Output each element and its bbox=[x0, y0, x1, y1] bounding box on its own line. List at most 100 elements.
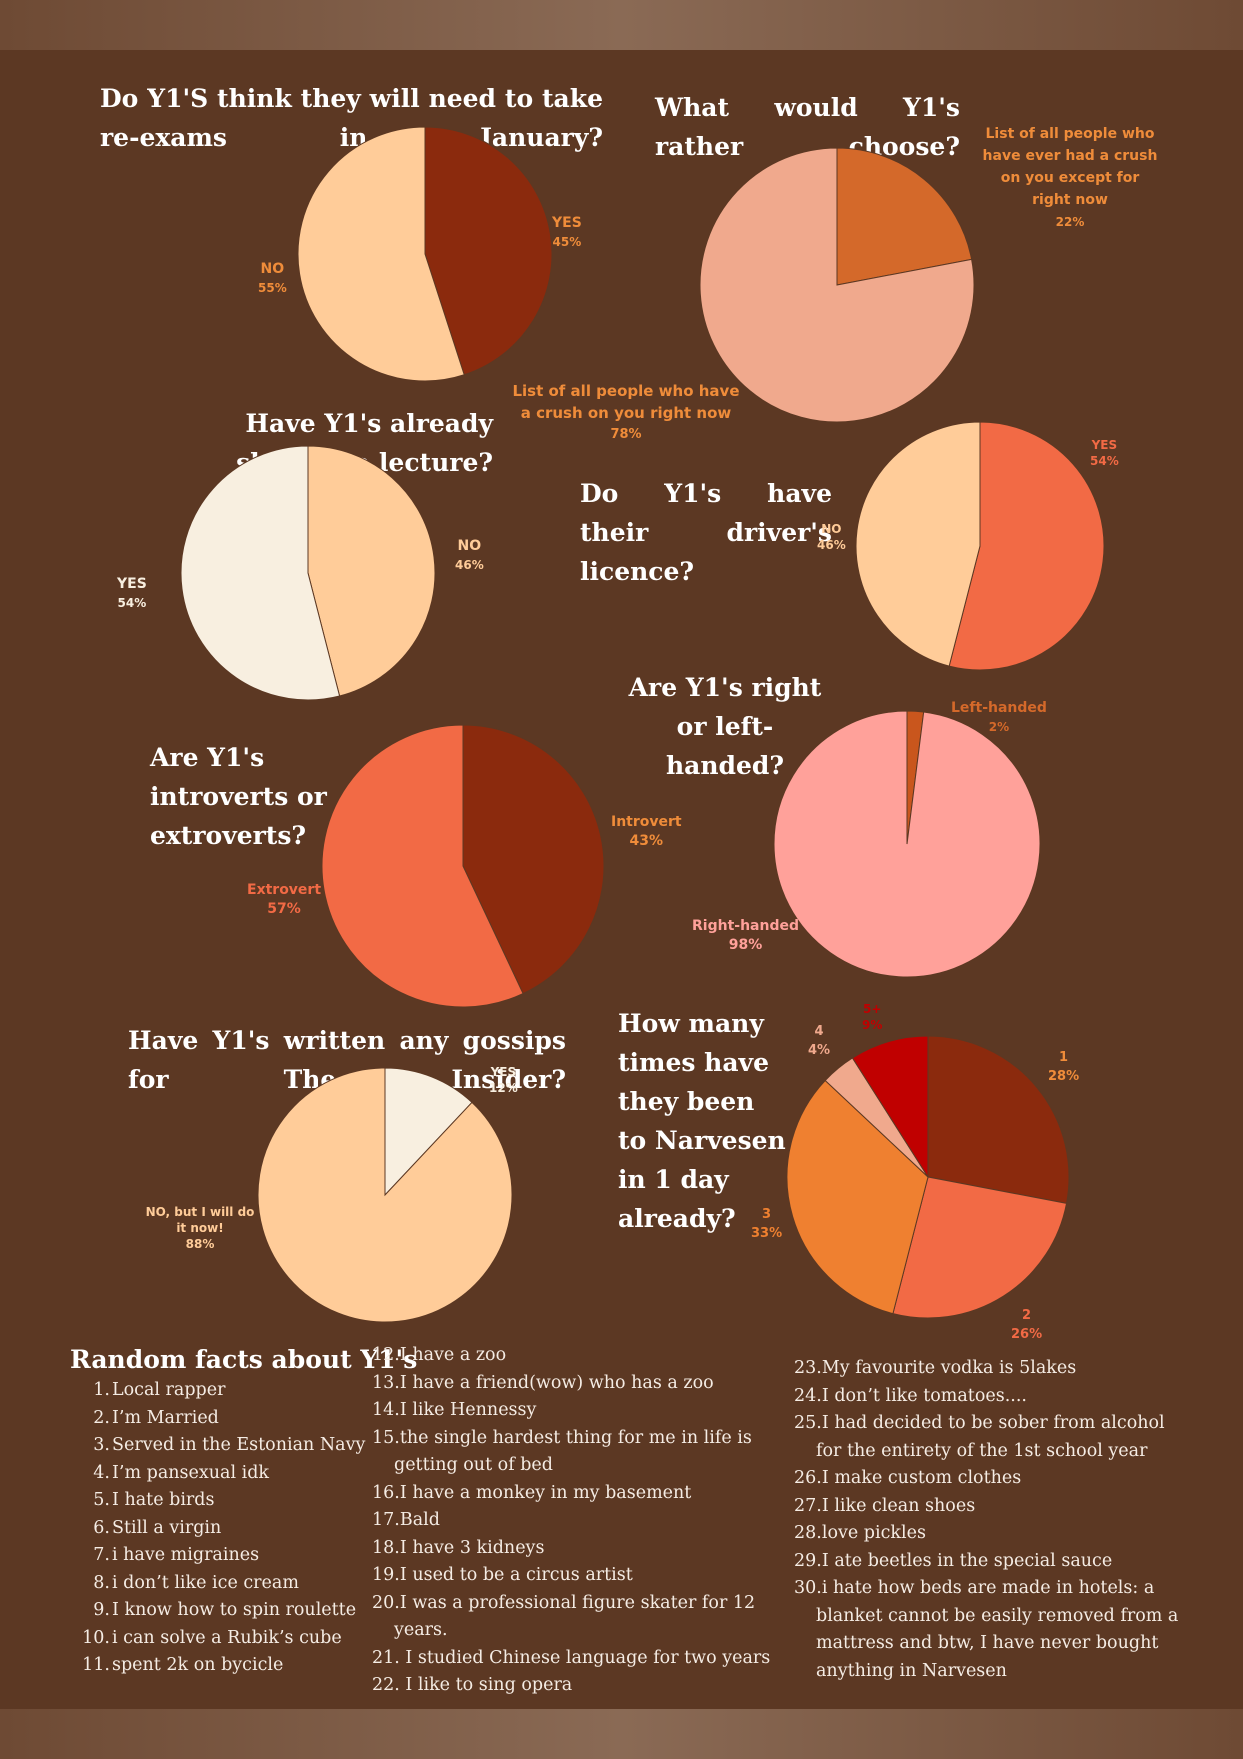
chart-title-drivers-licence: Do Y1's have their driver's licence? bbox=[580, 479, 832, 586]
pie-chart-drivers-licence bbox=[855, 421, 1105, 671]
top-band bbox=[0, 0, 1243, 50]
fact-item: 30.i hate how beds are made in hotels: a… bbox=[794, 1575, 1194, 1685]
fact-number: 20. bbox=[372, 1592, 400, 1613]
fact-text: I studied Chinese language for two years bbox=[405, 1647, 771, 1668]
pie-chart-narvesen bbox=[786, 1035, 1070, 1319]
fact-item: 9. I know how to spin roulette bbox=[88, 1597, 368, 1625]
fact-item: 2. I’m Married bbox=[88, 1405, 368, 1433]
fact-item: 6. Still a virgin bbox=[88, 1515, 368, 1543]
fact-number: 1. bbox=[93, 1380, 110, 1400]
fact-text: I had decided to be sober from alcohol f… bbox=[816, 1413, 1165, 1461]
fact-item: 22. I like to sing opera bbox=[372, 1672, 772, 1700]
fact-text: My favourite vodka is 5lakes bbox=[821, 1358, 1077, 1378]
fact-item: 4. I’m pansexual idk bbox=[88, 1460, 368, 1488]
fact-number: 2. bbox=[93, 1407, 110, 1428]
pie-slice-3 bbox=[786, 1079, 929, 1315]
fact-text: i don’t like ice cream bbox=[112, 1572, 299, 1593]
fact-number: 17. bbox=[372, 1510, 400, 1530]
slice-label-licence-no: NO 46% bbox=[817, 522, 846, 552]
bottom-band bbox=[0, 1709, 1243, 1759]
fact-item: 11. spent 2k on bycicle bbox=[82, 1652, 368, 1680]
fact-text: I used to be a circus artist bbox=[399, 1565, 633, 1585]
fact-text: love pickles bbox=[821, 1523, 926, 1543]
fact-number: 7. bbox=[93, 1545, 110, 1565]
slice-label-reexams-no: NO 55% bbox=[258, 261, 287, 295]
pie-slice-no-but-i-will-do-it-now bbox=[257, 1067, 513, 1323]
pie-slice-2 bbox=[892, 1176, 1068, 1319]
fact-text: Still a virgin bbox=[112, 1517, 222, 1538]
slice-label-gossips-no: NO, but I will do it now! 88% bbox=[145, 1205, 255, 1251]
pie-chart-handedness bbox=[773, 710, 1041, 978]
slice-label-reexams-yes: YES 45% bbox=[552, 215, 582, 249]
slice-label-narvesen-5plus: 5+ 9% bbox=[862, 1002, 883, 1032]
fact-text: the single hardest thing for me in life … bbox=[394, 1427, 752, 1476]
pie-slice-no bbox=[855, 421, 981, 667]
fact-item: 20.I was a professional figure skater fo… bbox=[372, 1590, 772, 1645]
fact-number: 19. bbox=[372, 1565, 400, 1585]
pie-chart-introverts bbox=[321, 724, 605, 1008]
chart-title-handedness: Are Y1's right or left-handed? bbox=[628, 673, 822, 780]
fact-number: 9. bbox=[93, 1600, 110, 1620]
fact-text: Bald bbox=[399, 1510, 440, 1530]
pie-slice-no bbox=[307, 445, 436, 697]
fact-number: 5. bbox=[93, 1490, 110, 1510]
fact-item: 15.the single hardest thing for me in li… bbox=[372, 1425, 772, 1480]
fact-number: 28. bbox=[794, 1523, 822, 1543]
slice-label-narvesen-2: 2 26% bbox=[1011, 1308, 1043, 1342]
fact-text: I was a professional figure skater for 1… bbox=[394, 1592, 756, 1641]
fact-number: 4. bbox=[93, 1462, 110, 1483]
fact-item: 8. i don’t like ice cream bbox=[88, 1570, 368, 1598]
fact-text: i have migraines bbox=[112, 1545, 260, 1565]
pie-slice-extrovert bbox=[321, 724, 524, 1008]
fact-text: I’m pansexual idk bbox=[112, 1462, 270, 1483]
fact-item: 24.I don’t like tomatoes.... bbox=[794, 1383, 1194, 1411]
fact-text: I have a monkey in my basement bbox=[399, 1482, 692, 1503]
facts-list-col2: 12.I have a zoo 13.I have a friend(wow) w… bbox=[372, 1342, 772, 1700]
fact-text: I have a friend(wow) who has a zoo bbox=[399, 1372, 714, 1393]
fact-number: 15. bbox=[372, 1427, 400, 1448]
fact-text: I like to sing opera bbox=[405, 1675, 573, 1695]
slice-label-skipped-no: NO 46% bbox=[455, 538, 484, 572]
fact-number: 10. bbox=[82, 1627, 110, 1648]
slice-label-licence-yes: YES 54% bbox=[1090, 438, 1119, 468]
fact-item: 1. Local rapper bbox=[88, 1377, 368, 1405]
fact-item: 10. i can solve a Rubik’s cube bbox=[82, 1625, 368, 1653]
fact-text: I make custom clothes bbox=[821, 1468, 1022, 1488]
fact-text: Local rapper bbox=[112, 1380, 226, 1400]
pie-chart-reexams bbox=[297, 126, 553, 382]
facts-list-col3: 23.My favourite vodka is 5lakes 24.I don’… bbox=[794, 1355, 1194, 1685]
fact-text: I like clean shoes bbox=[821, 1495, 976, 1516]
pie-slice-5 bbox=[851, 1035, 929, 1179]
fact-item: 16.I have a monkey in my basement bbox=[372, 1480, 772, 1508]
fact-text: I hate birds bbox=[112, 1490, 215, 1510]
fact-text: i can solve a Rubik’s cube bbox=[112, 1627, 342, 1648]
fact-item: 19.I used to be a circus artist bbox=[372, 1562, 772, 1590]
slice-label-skipped-yes: YES 54% bbox=[117, 576, 147, 610]
chart-title-reexams: Do Y1'S think they will need to take re-… bbox=[100, 84, 603, 152]
fact-item: 12.I have a zoo bbox=[372, 1342, 772, 1370]
fact-text: I have a zoo bbox=[399, 1345, 507, 1365]
fact-number: 24. bbox=[794, 1385, 822, 1406]
slice-label-gossips-yes: YES 12% bbox=[489, 1065, 518, 1095]
slice-label-narvesen-4: 4 4% bbox=[808, 1024, 831, 1058]
fact-item: 21. I studied Chinese language for two y… bbox=[372, 1645, 772, 1673]
fact-item: 13.I have a friend(wow) who has a zoo bbox=[372, 1370, 772, 1398]
fact-number: 23. bbox=[794, 1358, 822, 1378]
pie-chart-rather-choose bbox=[699, 147, 975, 423]
fact-item: 7. i have migraines bbox=[88, 1542, 368, 1570]
fact-item: 25.I had decided to be sober from alcoho… bbox=[794, 1410, 1194, 1465]
fact-item: 29.I ate beetles in the special sauce bbox=[794, 1548, 1194, 1576]
fact-number: 25. bbox=[794, 1413, 822, 1433]
fact-item: 3. Served in the Estonian Navy bbox=[88, 1432, 368, 1460]
fact-number: 3. bbox=[93, 1435, 110, 1455]
pie-slice-yes bbox=[948, 421, 1105, 671]
fact-text: Served in the Estonian Navy bbox=[112, 1435, 366, 1455]
slice-label-crush-ever: List of all people who have ever had a c… bbox=[982, 126, 1158, 229]
fact-number: 27. bbox=[794, 1495, 822, 1516]
fact-item: 14.I like Hennessy bbox=[372, 1397, 772, 1425]
pie-slice-list-of-all-people-who-have-a- bbox=[699, 147, 975, 423]
pie-slice-1 bbox=[927, 1035, 1070, 1205]
pie-slice-introvert bbox=[462, 724, 605, 995]
fact-item: 17.Bald bbox=[372, 1507, 772, 1535]
fact-number: 21. bbox=[372, 1647, 406, 1668]
